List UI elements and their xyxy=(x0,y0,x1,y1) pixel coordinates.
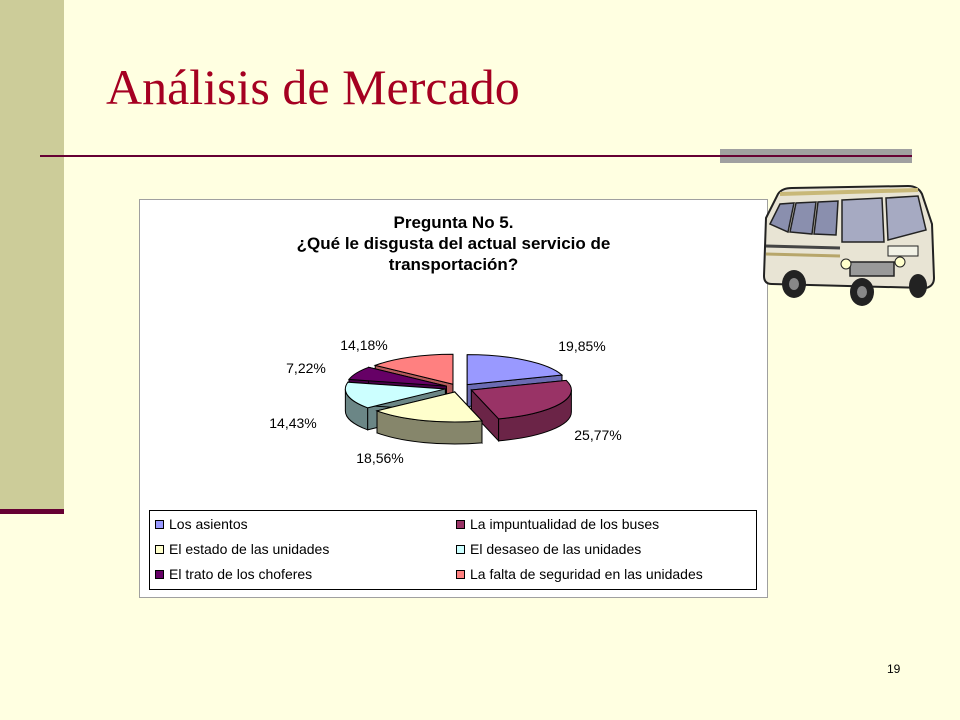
pie-data-label: 25,77% xyxy=(574,427,621,443)
pie-data-label: 14,43% xyxy=(269,415,316,431)
slide-title: Análisis de Mercado xyxy=(106,59,520,115)
chart-title-line-1: Pregunta No 5. xyxy=(393,213,514,232)
pie-slice xyxy=(375,391,484,423)
side-bar-foot xyxy=(0,509,64,514)
legend-swatch xyxy=(155,519,164,529)
legend-item-impuntualidad: La impuntualidad de los buses xyxy=(456,516,659,532)
pie-chart: 19,85% 25,77% 18,56% 14,43% 7,22% 14,18% Preg… xyxy=(139,199,768,598)
pie-slice xyxy=(470,379,572,420)
title-rule-accent xyxy=(720,149,912,163)
pie-slice xyxy=(344,381,446,409)
legend-item-desaseo: El desaseo de las unidades xyxy=(456,541,641,557)
title-rule xyxy=(40,155,912,157)
slide-number: 19 xyxy=(887,662,901,676)
legend-item-seguridad: La falta de seguridad en las unidades xyxy=(456,566,703,582)
chart-title: Pregunta No 5. ¿Qué le disgusta del actu… xyxy=(140,212,767,275)
legend-label: El desaseo de las unidades xyxy=(470,541,642,557)
legend-item-trato: El trato de los choferes xyxy=(155,566,312,582)
legend-swatch xyxy=(155,569,164,579)
pie-slice xyxy=(466,354,564,386)
pie-data-label: 18,56% xyxy=(356,450,403,466)
pie-data-label: 14,18% xyxy=(340,337,387,353)
pie-chart-plot: 19,85% 25,77% 18,56% 14,43% 7,22% 14,18% xyxy=(269,337,621,466)
legend-label: La falta de seguridad en las unidades xyxy=(470,566,703,582)
pie-slice xyxy=(347,366,447,387)
legend-swatch xyxy=(456,519,465,529)
legend-item-asientos: Los asientos xyxy=(155,516,248,532)
legend-item-estado: El estado de las unidades xyxy=(155,541,329,557)
legend-swatch xyxy=(155,544,164,554)
pie-data-label: 19,85% xyxy=(558,338,605,354)
legend-swatch xyxy=(456,544,465,554)
legend-swatch xyxy=(456,569,465,579)
chart-title-line-3: transportación? xyxy=(388,255,519,274)
pie-slice xyxy=(373,353,454,385)
legend-label: Los asientos xyxy=(169,516,248,532)
legend-label: El estado de las unidades xyxy=(169,541,330,557)
pie-data-label: 7,22% xyxy=(286,360,326,376)
legend-label: La impuntualidad de los buses xyxy=(470,516,660,532)
bus-icon xyxy=(762,184,936,306)
chart-legend: Los asientos La impuntualidad de los bus… xyxy=(149,510,757,590)
side-bar xyxy=(0,0,64,510)
legend-label: El trato de los choferes xyxy=(169,566,313,582)
chart-title-line-2: ¿Qué le disgusta del actual servicio de xyxy=(296,234,611,253)
